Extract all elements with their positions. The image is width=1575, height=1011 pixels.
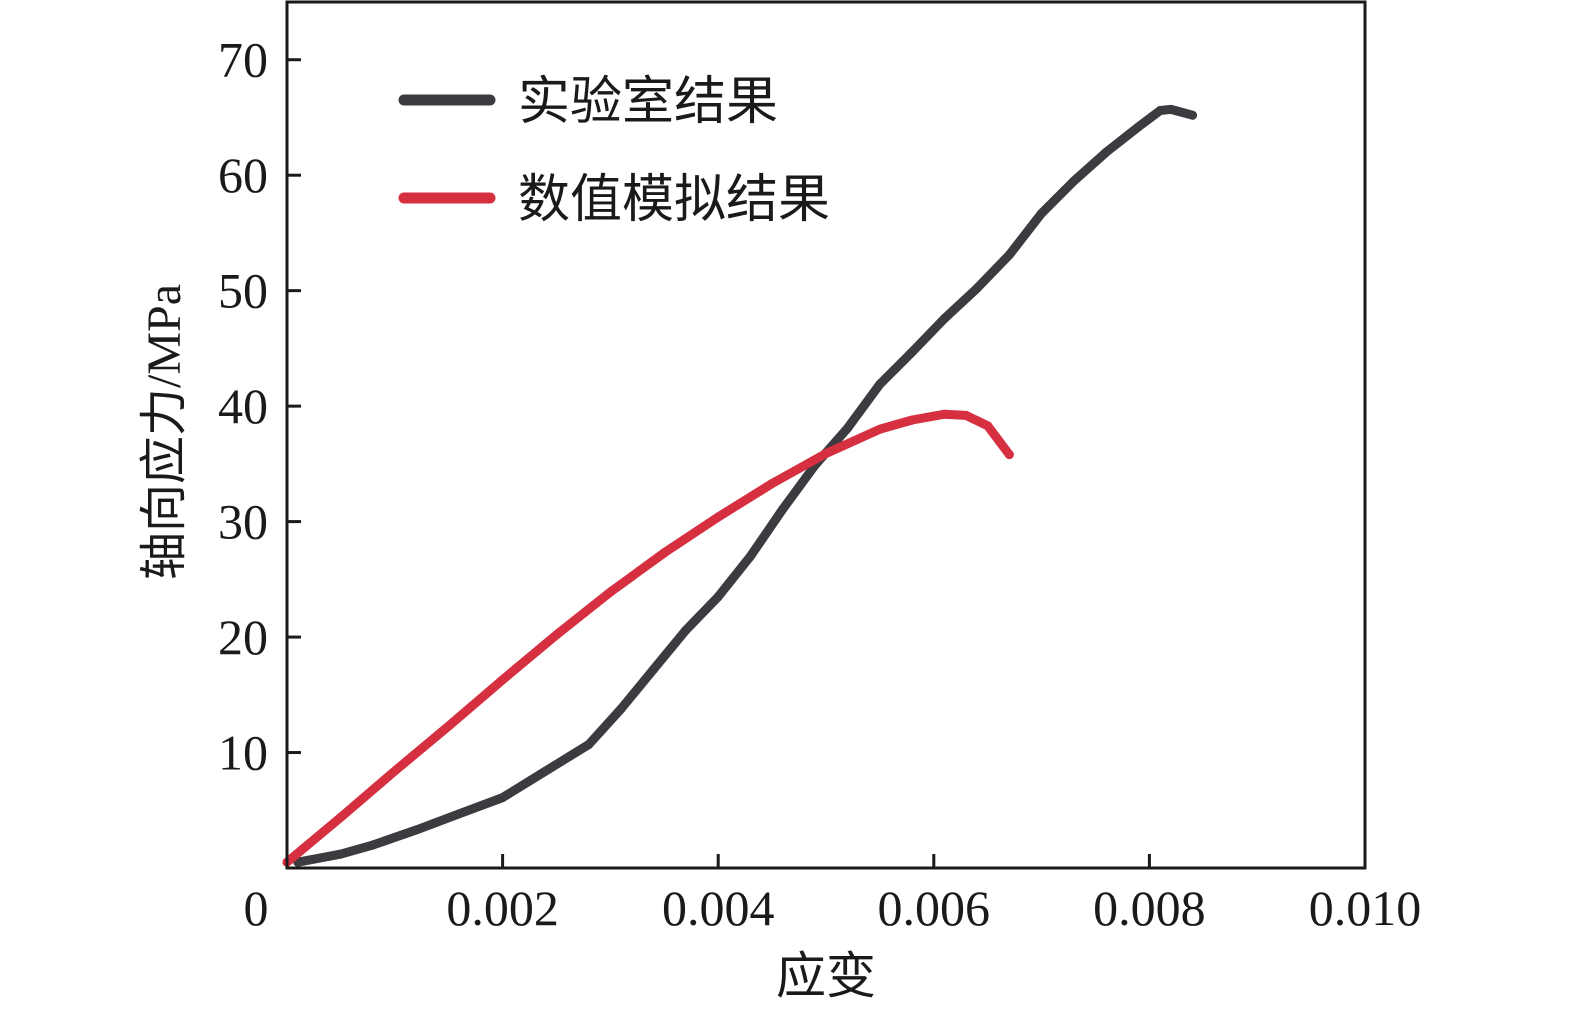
data-point-0 [746,551,755,561]
data-point-0 [455,809,464,819]
legend-label-1: 数值模拟结果 [518,172,830,229]
data-point-0 [1004,250,1014,260]
data-point-1 [907,415,917,425]
data-point-0 [368,840,378,850]
data-point-0 [681,625,691,635]
data-point-0 [336,849,346,859]
y-tick-label: 20 [218,609,268,665]
data-point-0 [778,504,788,514]
data-point-0 [940,313,950,323]
axes-layer: 0 0.002 0.004 0.006 0.008 0.010 10 20 30 40 50 60 70 [218,0,1422,936]
data-point-0 [1037,208,1047,218]
data-point-0 [541,766,551,776]
x-tick-label: 0.002 [446,880,559,936]
x-tick-label: 0.004 [662,880,775,936]
data-point-1 [983,421,993,431]
data-point-0 [713,592,723,602]
data-point-0 [1166,104,1176,114]
data-point-1 [336,812,346,822]
data-point-1 [713,512,723,522]
data-point-0 [411,825,421,835]
data-point-0 [498,793,508,803]
y-axis-label: 轴向应力/MPa [138,284,191,580]
x-axis-label: 应变 [776,948,876,1004]
x-tick-label: 0.006 [878,880,991,936]
data-point-0 [875,379,885,389]
data-point-0 [1069,176,1079,186]
data-point-0 [907,347,917,357]
data-point-0 [1155,106,1165,115]
series-line-1 [282,409,1014,867]
data-point-0 [843,423,853,433]
y-tick-label: 40 [218,378,268,434]
data-point-1 [767,479,777,488]
data-point-0 [584,740,594,749]
x-tick-label: 0 [244,880,269,936]
data-point-1 [498,675,508,685]
y-tick-label: 10 [218,725,268,781]
data-point-1 [961,410,971,420]
data-point-1 [1004,450,1014,460]
y-tick-label: 60 [218,147,268,203]
legend-label-0: 实验室结果 [518,74,778,131]
y-tick-label: 30 [218,494,268,550]
data-point-1 [821,449,831,458]
data-point-1 [605,587,615,597]
data-point-1 [444,721,454,731]
data-point-1 [875,424,885,434]
data-point-1 [659,548,669,558]
data-point-0 [649,664,658,674]
data-point-0 [1134,122,1144,132]
x-tick-label: 0.008 [1093,880,1206,936]
data-point-0 [972,283,982,293]
x-tick-label: 0.010 [1309,880,1422,936]
data-point-0 [1101,147,1111,157]
data-point-1 [552,630,561,640]
y-tick-label: 70 [218,32,268,88]
y-tick-label: 50 [218,263,268,319]
data-point-0 [616,704,626,714]
data-point-0 [1188,110,1197,120]
data-point-1 [390,766,400,776]
series-line-0 [293,104,1197,867]
series-layer [282,104,1197,867]
data-point-1 [940,409,950,419]
plot-frame [285,0,1367,870]
